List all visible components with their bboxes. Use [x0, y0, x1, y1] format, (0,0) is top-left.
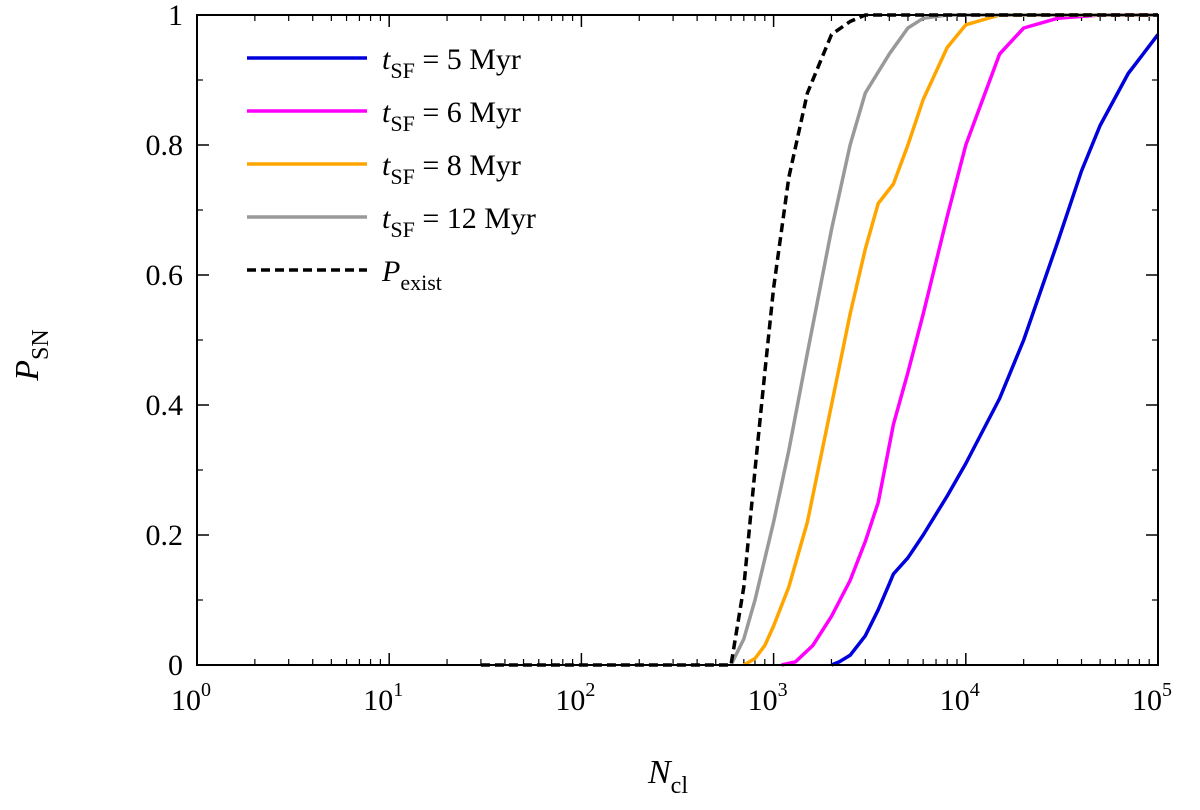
y-tick-label: 0.6	[146, 259, 184, 292]
legend-label-1: tSF = 6 Myr	[382, 96, 521, 136]
legend-label-3: tSF = 12 Myr	[382, 202, 536, 242]
legend-label-0: tSF = 5 Myr	[382, 43, 521, 83]
series-line-3	[729, 13, 1158, 666]
x-tick-label: 104	[940, 679, 980, 717]
tick-labels-layer: 100 101 102 103 104 105 0 0.2 0.4 0.6 0.8 1	[146, 0, 1173, 717]
y-tick-label: 0	[168, 649, 183, 682]
series-line-1	[781, 13, 1158, 667]
series-line-0	[830, 33, 1160, 667]
x-axis-label: Ncl	[647, 754, 688, 799]
legend-label-4: Pexist	[381, 255, 442, 295]
y-axis-label: PSN	[9, 329, 54, 381]
y-tick-label: 1	[168, 0, 183, 32]
legend: tSF = 5 Myr tSF = 6 Myr tSF = 8 Myr tSF = 1…	[247, 43, 536, 295]
plot-frame	[196, 14, 1159, 666]
series-line-2	[742, 13, 1158, 667]
y-tick-label: 0.2	[146, 519, 184, 552]
x-tick-label: 101	[363, 679, 403, 717]
series-line-4	[480, 13, 1158, 667]
x-tick-label: 102	[555, 679, 595, 717]
x-tick-label: 100	[171, 679, 211, 717]
axis-labels-layer: Ncl PSN	[9, 329, 688, 799]
legend-label-2: tSF = 8 Myr	[382, 149, 521, 189]
y-tick-label: 0.8	[146, 129, 184, 162]
x-tick-label: 105	[1132, 679, 1172, 717]
series-layer	[480, 13, 1160, 667]
x-tick-label: 103	[748, 679, 788, 717]
y-tick-label: 0.4	[146, 389, 184, 422]
